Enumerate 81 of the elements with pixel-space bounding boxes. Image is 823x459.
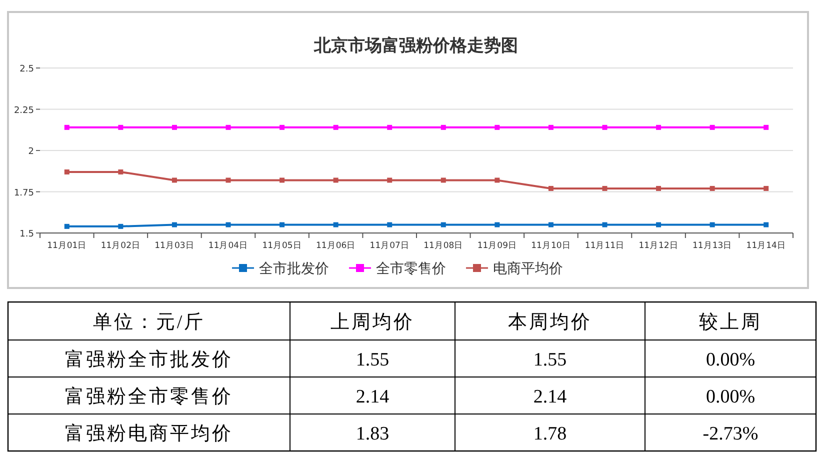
- text: 富强粉全市批发价: [65, 348, 233, 370]
- x-tick-label: 11月10日: [531, 241, 571, 251]
- text: 1.83: [356, 424, 390, 444]
- text: 较上周: [699, 312, 762, 333]
- x-tick-label: 11月06日: [316, 241, 356, 251]
- point: [280, 222, 285, 228]
- text: 2.14: [533, 386, 568, 408]
- point: [494, 124, 500, 130]
- point: [333, 178, 338, 183]
- point: [333, 124, 338, 130]
- point: [548, 222, 554, 228]
- x-tick-label: 11月01日: [47, 241, 87, 251]
- legend-label: 电商平均价: [493, 261, 563, 277]
- point: [440, 222, 446, 228]
- point: [64, 169, 70, 174]
- x-tick-label: 11月02日: [100, 241, 140, 251]
- x-tick-label: 11月08日: [424, 241, 464, 251]
- point: [494, 178, 500, 183]
- text: 0.00%: [706, 386, 756, 408]
- point: [548, 186, 554, 191]
- x-tick-label: 11月09日: [477, 241, 517, 251]
- point: [333, 222, 338, 228]
- point: [764, 186, 769, 191]
- text: -2.73%: [702, 424, 758, 444]
- text: 2.14: [356, 386, 390, 408]
- point: [172, 178, 177, 183]
- x-tick-label: 11月11日: [584, 241, 625, 251]
- x-tick-label: 11月13日: [692, 241, 732, 251]
- point: [172, 124, 177, 130]
- x-tick-label: 11月04日: [208, 241, 248, 251]
- point: [64, 224, 70, 229]
- legend-label: 全市批发价: [259, 261, 329, 277]
- text: 富强粉全市零售价: [65, 386, 233, 408]
- point: [280, 124, 285, 130]
- point: [656, 124, 662, 130]
- point: [118, 224, 124, 229]
- x-tick-label: 11月05日: [262, 241, 302, 251]
- point: [118, 169, 124, 174]
- x-tick-label: 11月14日: [746, 241, 786, 251]
- y-tick-label: 1.5: [20, 230, 34, 240]
- y-tick-label: 2.25: [14, 106, 34, 116]
- text: 1.55: [533, 350, 567, 370]
- y-tick-label: 1.75: [14, 188, 34, 198]
- point: [387, 178, 392, 183]
- point: [602, 186, 608, 191]
- point: [440, 178, 446, 183]
- text: 富强粉电商平均价: [65, 422, 233, 444]
- x-tick-label: 11月12日: [638, 241, 678, 251]
- point: [387, 222, 392, 228]
- point: [226, 222, 231, 228]
- point: [118, 124, 124, 130]
- point: [64, 124, 70, 130]
- text: 1.78: [533, 424, 567, 444]
- text: 本周均价: [508, 312, 592, 333]
- point: [764, 124, 769, 130]
- point: [710, 124, 715, 130]
- point: [548, 124, 554, 130]
- x-tick-label: 11月07日: [370, 241, 410, 251]
- point: [226, 178, 231, 183]
- point: [387, 124, 392, 130]
- point: [440, 124, 446, 130]
- x-tick-label: 11月03日: [154, 241, 194, 251]
- point: [226, 124, 231, 130]
- y-tick-label: 2.5: [20, 64, 34, 74]
- point: [764, 222, 769, 228]
- text: 上周均价: [330, 312, 414, 333]
- point: [710, 186, 715, 191]
- point: [172, 222, 177, 228]
- point: [280, 178, 285, 183]
- point: [656, 222, 662, 228]
- point: [656, 186, 662, 191]
- text: 单位：元/斤: [92, 312, 206, 333]
- point: [602, 124, 608, 130]
- legend-label: 全市零售价: [376, 261, 446, 277]
- text: 1.55: [356, 350, 390, 370]
- y-tick-label: 2: [28, 147, 34, 157]
- text: 0.00%: [706, 350, 756, 370]
- point: [602, 222, 608, 228]
- chart-title: 北京市场富强粉价格走势图: [313, 36, 518, 56]
- point: [710, 222, 715, 228]
- point: [494, 222, 500, 228]
